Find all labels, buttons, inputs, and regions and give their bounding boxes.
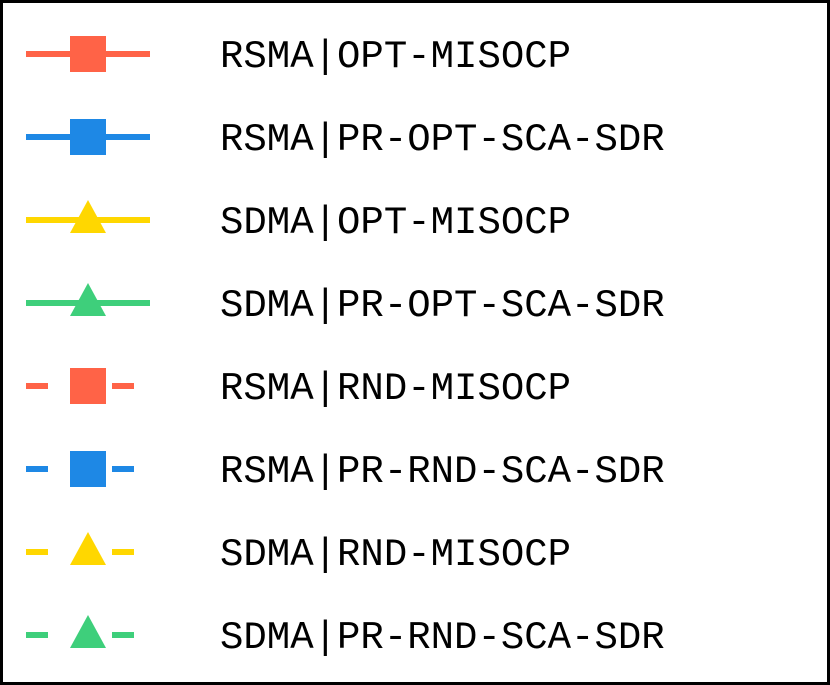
- legend-entry: SDMA|OPT-MISOCP: [26, 200, 571, 245]
- legend-label: SDMA|PR-OPT-SCA-SDR: [220, 284, 665, 328]
- legend-label: SDMA|RND-MISOCP: [220, 533, 571, 577]
- legend-label: SDMA|PR-RND-SCA-SDR: [220, 616, 665, 660]
- legend-marker-triangle: [70, 615, 106, 648]
- legend-marker-square: [70, 36, 106, 72]
- legend-label: SDMA|OPT-MISOCP: [220, 201, 571, 245]
- legend-label: RSMA|PR-RND-SCA-SDR: [220, 450, 665, 494]
- legend-marker-triangle: [70, 283, 106, 316]
- legend-entry: RSMA|PR-OPT-SCA-SDR: [26, 118, 665, 162]
- legend-entry: SDMA|PR-RND-SCA-SDR: [26, 615, 665, 660]
- legend-label: RSMA|RND-MISOCP: [220, 367, 571, 411]
- legend-marker-triangle: [70, 200, 106, 233]
- legend-marker-square: [70, 451, 106, 487]
- legend-label: RSMA|PR-OPT-SCA-SDR: [220, 118, 665, 162]
- legend-label: RSMA|OPT-MISOCP: [220, 35, 571, 79]
- legend-entry: RSMA|PR-RND-SCA-SDR: [26, 450, 665, 494]
- legend-marker-square: [70, 119, 106, 155]
- legend-entry: SDMA|RND-MISOCP: [26, 532, 571, 577]
- legend-entry: RSMA|RND-MISOCP: [26, 367, 571, 411]
- legend-marker-square: [70, 368, 106, 404]
- legend-entry: SDMA|PR-OPT-SCA-SDR: [26, 283, 665, 328]
- legend-marker-triangle: [70, 532, 106, 565]
- legend-entry: RSMA|OPT-MISOCP: [26, 35, 571, 79]
